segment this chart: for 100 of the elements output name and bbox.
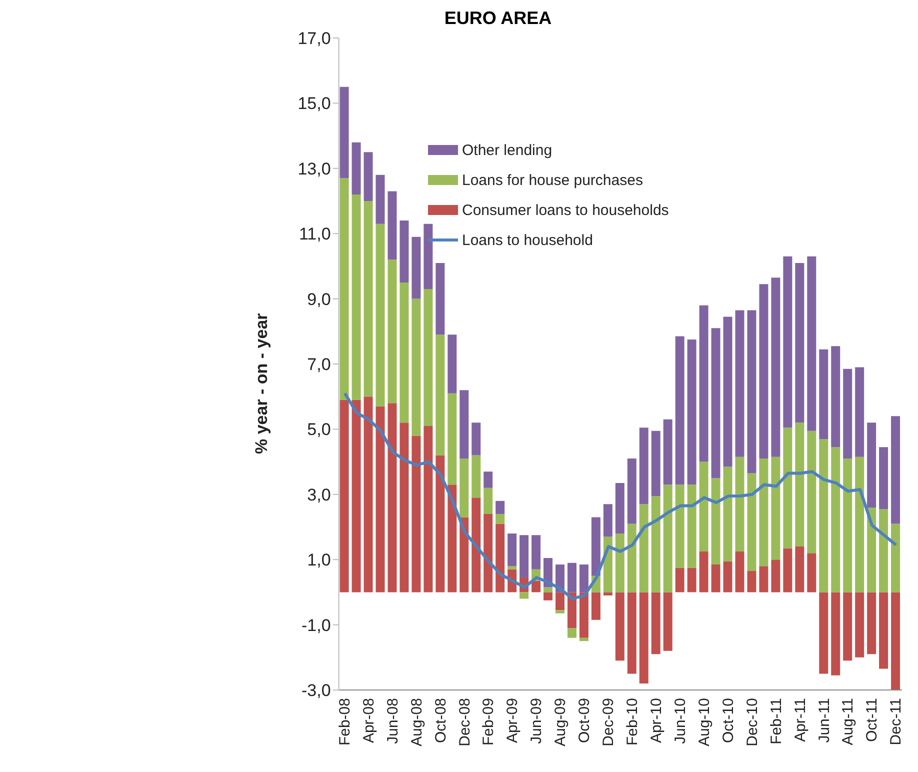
y-tick-label: 7,0	[307, 355, 331, 374]
bar	[747, 310, 756, 474]
bar	[843, 368, 852, 459]
x-tick-label: Feb-11	[768, 698, 785, 744]
bar	[532, 580, 541, 592]
x-tick-label: Apr-11	[792, 698, 809, 742]
bar	[639, 592, 648, 684]
bar	[508, 566, 517, 570]
bar	[651, 496, 660, 592]
bar	[412, 236, 421, 299]
bar	[400, 422, 409, 592]
bar	[400, 220, 409, 282]
bar	[759, 284, 768, 459]
bar	[795, 546, 804, 592]
bar	[388, 260, 397, 404]
bar	[867, 422, 876, 508]
x-tick-label: Aug-10	[696, 698, 713, 746]
bar	[867, 507, 876, 592]
bar	[496, 524, 505, 592]
bar	[663, 592, 672, 651]
x-tick-label: Dec-10	[744, 698, 761, 746]
bar	[723, 466, 732, 562]
bar	[508, 534, 517, 566]
bar	[615, 534, 624, 592]
bar	[855, 456, 864, 592]
x-tick-label: Dec-11	[888, 698, 905, 746]
bar	[867, 592, 876, 654]
bar	[484, 488, 493, 514]
legend-label: Loans for house purchases	[462, 172, 643, 188]
bar	[376, 406, 385, 592]
bar	[460, 517, 469, 592]
bar	[699, 462, 708, 552]
bar	[675, 484, 684, 568]
bar	[687, 568, 696, 592]
bar	[807, 553, 816, 592]
bar	[735, 456, 744, 552]
bar	[771, 560, 780, 592]
bar	[400, 282, 409, 423]
bar	[699, 551, 708, 592]
bar	[484, 472, 493, 488]
bar	[819, 592, 828, 674]
bar	[651, 592, 660, 654]
x-tick-label: Aug-08	[408, 698, 426, 746]
bar	[460, 458, 469, 518]
bar	[424, 426, 433, 592]
bar	[639, 504, 648, 592]
bar	[544, 592, 553, 600]
bar	[579, 592, 588, 638]
chart-title: EURO AREA	[443, 8, 553, 30]
bar	[819, 349, 828, 439]
bar	[699, 305, 708, 462]
x-tick-label: Jun-09	[528, 698, 546, 744]
bar	[735, 310, 744, 457]
y-tick-label: 9,0	[307, 290, 331, 309]
bar	[627, 524, 636, 592]
y-tick-label: 3,0	[307, 485, 331, 504]
bar	[735, 551, 744, 592]
bar	[675, 568, 684, 592]
bar	[340, 400, 349, 592]
bar	[759, 566, 768, 592]
y-tick-label: -3,0	[302, 681, 331, 700]
bar	[460, 390, 469, 459]
bar	[567, 562, 576, 592]
bar	[723, 561, 732, 592]
bar	[747, 473, 756, 572]
y-tick-label: 5,0	[307, 420, 331, 440]
y-tick-label: 15,0	[298, 94, 331, 114]
bar	[436, 334, 445, 456]
bar	[795, 422, 804, 547]
x-tick-label: Apr-08	[360, 698, 378, 744]
x-tick-label: Oct-08	[432, 698, 450, 744]
bar	[424, 224, 433, 290]
bar	[340, 86, 349, 178]
x-tick-label: Oct-11	[864, 698, 881, 742]
bar	[591, 592, 600, 620]
bar	[555, 610, 564, 614]
x-tick-label: Oct-10	[720, 698, 737, 744]
bar	[687, 484, 696, 568]
bar	[615, 482, 624, 534]
bar	[532, 535, 541, 570]
bar	[567, 628, 576, 638]
bar	[555, 592, 564, 610]
bar	[352, 194, 361, 400]
bar	[340, 178, 349, 400]
x-tick-label: Jun-10	[672, 698, 689, 744]
bar	[891, 592, 900, 690]
bar	[627, 458, 636, 524]
bar	[831, 447, 840, 592]
x-tick-label: Feb-10	[624, 698, 642, 746]
x-tick-label: Jun-08	[384, 698, 402, 744]
y-tick-label: -1,0	[302, 616, 331, 635]
bar	[639, 428, 648, 504]
bar	[771, 456, 780, 560]
bar	[579, 564, 588, 592]
bar	[795, 262, 804, 423]
bar	[747, 571, 756, 592]
x-tick-label: Oct-09	[576, 698, 594, 744]
x-tick-label: Aug-11	[840, 698, 857, 746]
bar	[663, 484, 672, 592]
bar	[879, 447, 888, 510]
